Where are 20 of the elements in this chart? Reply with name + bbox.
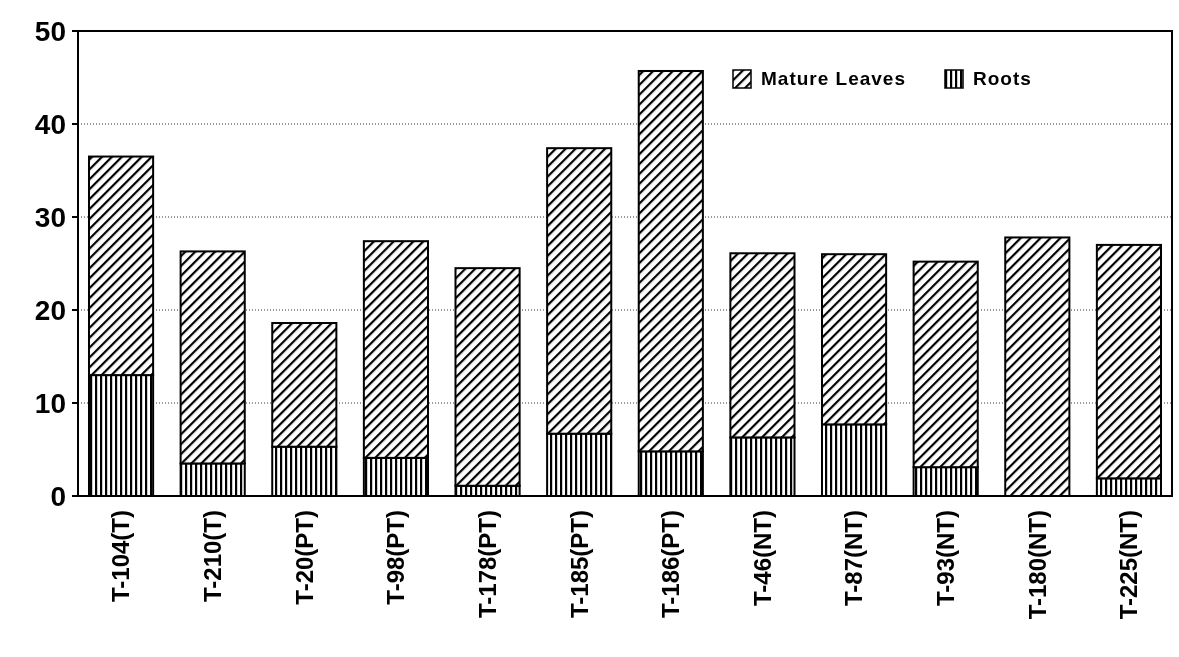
x-tick-label: T-210(T) (199, 510, 227, 603)
y-tick-label: 30 (34, 201, 66, 233)
x-tick-label: T-185(PT) (565, 510, 593, 619)
legend-label: Roots (973, 68, 1032, 89)
legend-label: Mature Leaves (761, 68, 907, 89)
y-tick-label: 0 (50, 480, 66, 512)
x-tick-label: T-46(NT) (748, 510, 776, 606)
x-tick-label: T-104(T) (107, 510, 135, 603)
x-tick-label: T-225(NT) (1115, 510, 1143, 620)
x-tick-label: T-87(NT) (840, 510, 868, 606)
y-tick-label: 40 (34, 108, 66, 140)
y-tick-label: 50 (34, 15, 66, 47)
x-tick-label: T-186(PT) (657, 510, 685, 619)
x-tick-label: T-178(PT) (473, 510, 501, 619)
x-tick-label: T-98(PT) (382, 510, 410, 605)
y-tick-label: 10 (34, 387, 66, 419)
x-tick-label: T-180(NT) (1023, 510, 1051, 620)
y-tick-label: 20 (34, 294, 66, 326)
x-tick-label: T-20(PT) (290, 510, 318, 605)
x-tick-label: T-93(NT) (932, 510, 960, 606)
